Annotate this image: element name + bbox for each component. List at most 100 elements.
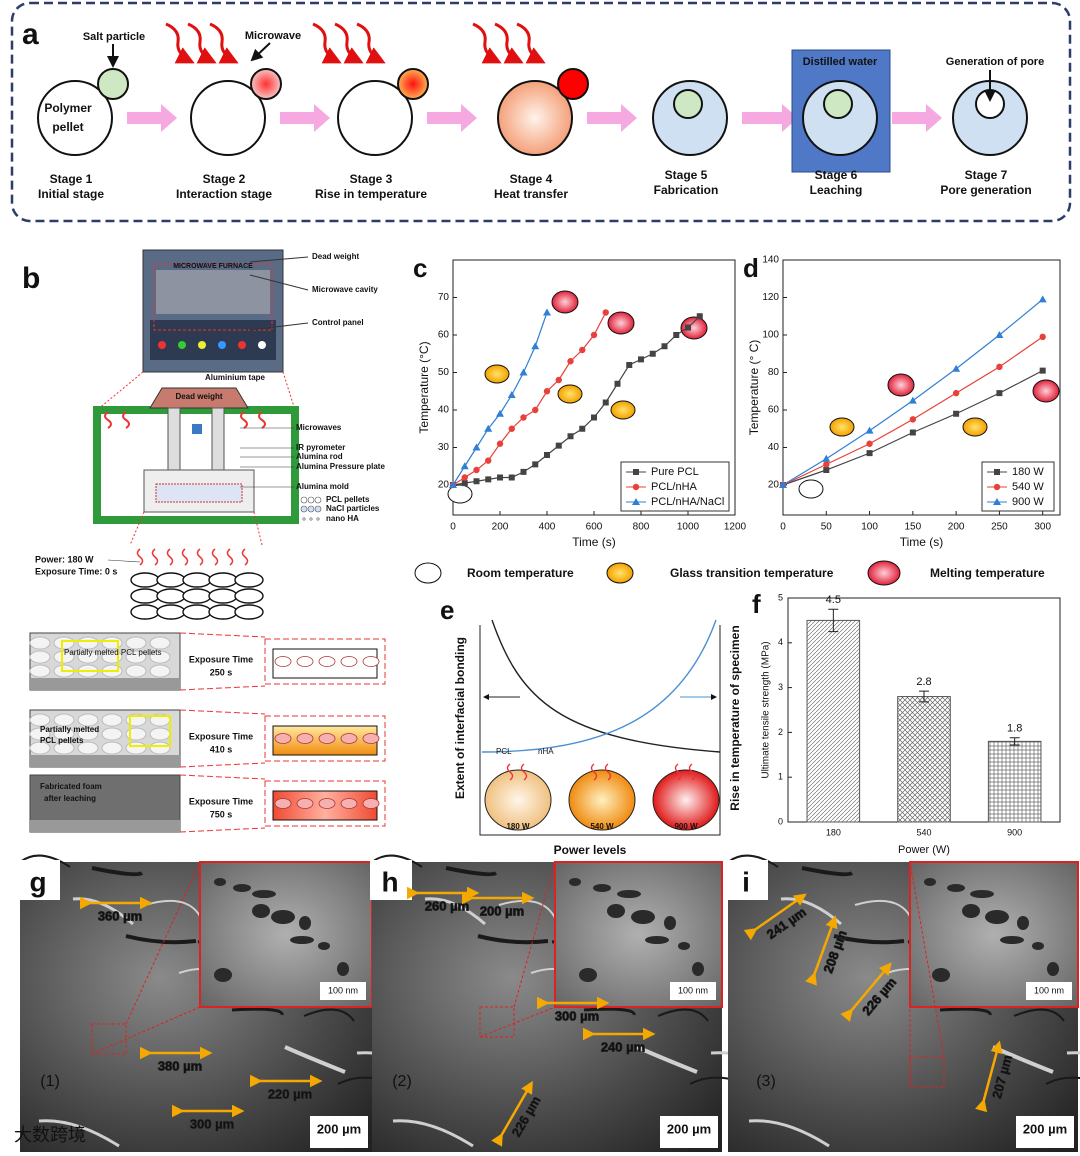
- marker: [649, 350, 656, 357]
- decoration: [91, 1023, 127, 1055]
- label: Rise in temperature of specimen: [728, 625, 742, 810]
- marker: [544, 452, 550, 458]
- decoration: [233, 884, 251, 892]
- marker: [1038, 295, 1047, 303]
- decoration: [97, 68, 129, 100]
- panel-letter: d: [743, 253, 759, 283]
- label: Alumina rod: [296, 452, 343, 461]
- decoration: [250, 42, 271, 62]
- measure-label: 200 µm: [480, 903, 524, 918]
- decoration: [96, 371, 296, 411]
- decoration: [258, 341, 266, 349]
- decoration: [497, 80, 573, 156]
- marker: [485, 457, 492, 464]
- decoration: [296, 656, 314, 667]
- panel-letter: e: [440, 595, 454, 625]
- decoration: [209, 22, 239, 64]
- decoration: [1013, 1008, 1065, 1022]
- marker: [460, 462, 469, 470]
- decoration: [156, 588, 186, 604]
- decoration: [182, 572, 212, 588]
- marker: [472, 443, 481, 451]
- decoration: [316, 517, 320, 521]
- decoration: [801, 866, 854, 877]
- decoration: [258, 411, 266, 429]
- y-tick-label: 100: [762, 330, 779, 341]
- legend-label: 180 W: [1012, 466, 1044, 478]
- label: MICROWAVE FURNACE: [173, 263, 253, 270]
- marker: [602, 309, 609, 316]
- error-bar: [1009, 737, 1020, 746]
- decoration: [680, 316, 708, 340]
- decoration: [909, 861, 945, 1087]
- decoration: [271, 910, 295, 924]
- y-tick-label: 5: [778, 592, 783, 602]
- x-tick-label: 200: [492, 522, 509, 533]
- decoration: [892, 104, 942, 132]
- marker: [1039, 333, 1046, 341]
- decoration: [29, 650, 51, 664]
- decoration: [125, 934, 197, 945]
- decoration: [53, 727, 75, 741]
- label: Partially melted: [40, 725, 99, 734]
- marker: [496, 409, 504, 417]
- marker: [519, 368, 528, 376]
- decoration: [19, 854, 71, 868]
- label: after leaching: [44, 794, 96, 803]
- decoration: [674, 763, 682, 781]
- decoration: [61, 640, 119, 672]
- decoration: [727, 854, 779, 868]
- decoration: [53, 713, 75, 727]
- decoration: [284, 1045, 346, 1074]
- x-axis-label: Power (W): [898, 844, 950, 856]
- decoration: [290, 936, 314, 944]
- scale-bar-label: 100 nm: [678, 985, 708, 995]
- decoration: [726, 860, 768, 900]
- decoration: [101, 741, 123, 755]
- decoration: [156, 270, 270, 314]
- decoration: [125, 664, 147, 678]
- decoration: [129, 715, 171, 747]
- decoration: [300, 496, 308, 504]
- decoration: [153, 263, 273, 331]
- decoration: [190, 80, 266, 156]
- decoration: [392, 1119, 474, 1148]
- x-tick-label: 1000: [677, 522, 700, 533]
- stage-name: Stage 3: [350, 172, 393, 186]
- decoration: [590, 763, 598, 781]
- marker: [866, 450, 873, 457]
- x-axis-label: Time (s): [572, 535, 616, 549]
- decoration: [122, 411, 130, 429]
- marker: [567, 433, 574, 440]
- decoration: [569, 878, 581, 886]
- decoration: [606, 562, 634, 584]
- decoration: [962, 417, 988, 437]
- decoration: [337, 962, 349, 976]
- decoration: [30, 678, 180, 690]
- decoration: [314, 496, 322, 504]
- panel-letter: a: [22, 18, 39, 51]
- decoration: [314, 505, 322, 513]
- marker: [543, 308, 551, 316]
- panel-letter: h: [381, 866, 398, 897]
- panel-letter: b: [22, 262, 40, 295]
- decoration: [252, 890, 276, 898]
- error-bar: [919, 690, 929, 703]
- decoration: [29, 713, 51, 727]
- stage-name: Stage 5: [665, 168, 708, 182]
- label: Salt particle: [83, 31, 145, 43]
- decoration: [840, 962, 892, 1022]
- legend-label: Room temperature: [467, 566, 574, 580]
- decoration: [250, 68, 282, 100]
- decoration: [481, 619, 717, 753]
- panel-letter: f: [752, 589, 761, 619]
- y-axis-label: Ultimate tensile strength (MPa): [761, 641, 772, 778]
- decoration: [93, 406, 299, 524]
- label: Microwave: [245, 30, 301, 42]
- decoration: [867, 560, 901, 586]
- decoration: [970, 890, 994, 898]
- decoration: [208, 604, 238, 620]
- x-tick-label: 150: [905, 522, 922, 533]
- decoration: [472, 22, 502, 64]
- marker: [909, 429, 916, 436]
